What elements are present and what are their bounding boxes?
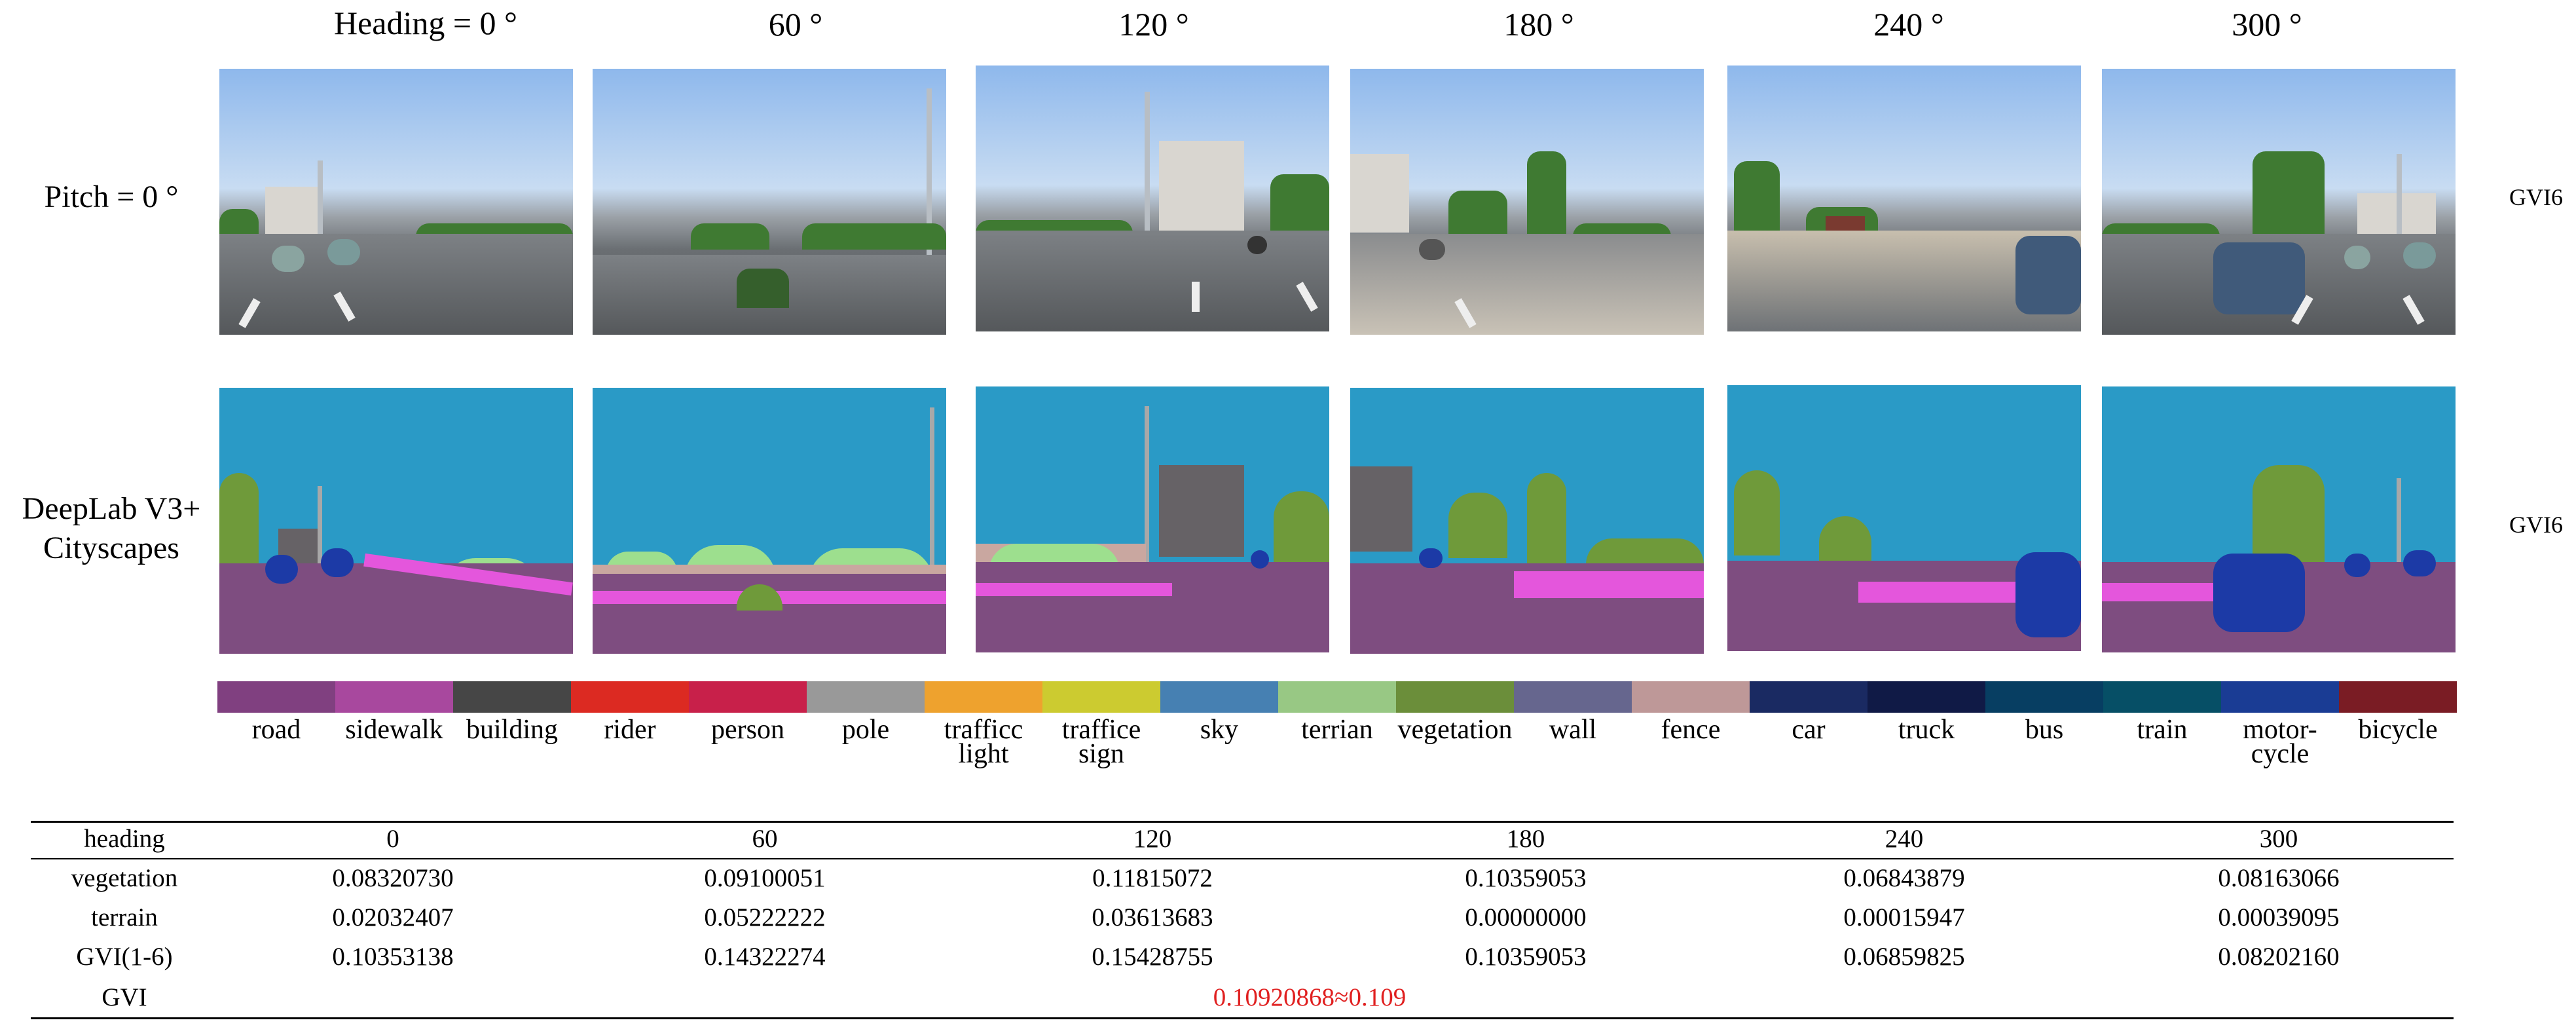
- table-cell: 0.06843879: [1843, 864, 1965, 892]
- table-cell: 0.00000000: [1465, 903, 1587, 932]
- legend-swatch-18: [2339, 681, 2457, 713]
- table-cell: 0.09100051: [704, 864, 826, 892]
- segmentation-60: [593, 388, 946, 654]
- heading-240: 240 °: [1873, 6, 1944, 43]
- gvi-value: 0.10920868≈0.109: [1213, 983, 1407, 1011]
- legend-label-6: trafficc: [944, 715, 1023, 745]
- table-cell: 0.05222222: [704, 903, 826, 932]
- street-view-photo-180: [1350, 69, 1704, 335]
- table-header-rule: [31, 858, 2454, 859]
- table-cell: 0.10353138: [332, 943, 454, 971]
- table-header-cell: 60: [752, 825, 778, 853]
- legend-swatch-0: [217, 681, 335, 713]
- segmentation-120: [976, 386, 1329, 652]
- legend-swatch-4: [689, 681, 807, 713]
- legend-label-14: truck: [1898, 715, 1955, 745]
- legend-swatch-10: [1396, 681, 1514, 713]
- legend-label-17: motor-: [2243, 715, 2317, 745]
- gvi6-label-photo: GVI6: [2509, 184, 2563, 210]
- legend-label-9: terrian: [1301, 715, 1373, 745]
- legend-label-1: sidewalk: [345, 715, 443, 745]
- legend-swatch-8: [1160, 681, 1278, 713]
- legend-label-line2-6: light: [958, 739, 1009, 769]
- table-cell: 0.10359053: [1465, 943, 1587, 971]
- table-cell: 0.03613683: [1092, 903, 1213, 932]
- legend-label-12: fence: [1661, 715, 1721, 745]
- legend-label-5: pole: [841, 715, 890, 745]
- legend-label-10: vegetation: [1397, 715, 1513, 745]
- segmentation-0: [219, 388, 573, 654]
- heading-300: 300 °: [2232, 6, 2302, 43]
- legend-label-3: rider: [604, 715, 656, 745]
- table-cell: 0.08320730: [332, 864, 454, 892]
- table-header-cell: 300: [2259, 825, 2298, 853]
- table-row-label: terrain: [91, 903, 158, 932]
- table-cell: 0.14322274: [704, 943, 826, 971]
- legend-swatch-1: [335, 681, 453, 713]
- table-cell: 0.00039095: [2218, 903, 2340, 932]
- segmentation-240: [1727, 385, 2081, 651]
- table-bottom-rule: [31, 1017, 2454, 1019]
- model-label-line2: Cityscapes: [43, 531, 179, 565]
- street-view-photo-60: [593, 69, 946, 335]
- table-header-cell: 120: [1133, 825, 1172, 853]
- table-cell: 0.06859825: [1843, 943, 1965, 971]
- heading-120: 120 °: [1118, 6, 1189, 43]
- legend-label-7: traffice: [1061, 715, 1141, 745]
- legend-label-15: bus: [2025, 715, 2064, 745]
- table-cell: 0.08163066: [2218, 864, 2340, 892]
- legend-swatch-2: [453, 681, 571, 713]
- legend-swatch-9: [1278, 681, 1396, 713]
- table-top-rule: [31, 821, 2454, 823]
- legend-swatch-14: [1868, 681, 1985, 713]
- table-header-cell: 0: [386, 825, 399, 853]
- table-header-label: heading: [84, 825, 165, 853]
- legend-label-16: train: [2137, 715, 2188, 745]
- table-cell: 0.02032407: [332, 903, 454, 932]
- model-label-line1: DeepLab V3+: [22, 491, 201, 526]
- gvi6-label-seg: GVI6: [2509, 512, 2563, 538]
- table-header-cell: 240: [1885, 825, 1924, 853]
- legend-swatch-15: [1985, 681, 2103, 713]
- legend-label-line2-7: sign: [1078, 739, 1124, 769]
- street-view-photo-0: [219, 69, 573, 335]
- class-legend: [217, 681, 2457, 713]
- legend-swatch-13: [1750, 681, 1868, 713]
- street-view-photo-240: [1727, 66, 2081, 331]
- segmentation-300: [2102, 386, 2456, 652]
- legend-label-2: building: [466, 715, 558, 745]
- heading-180: 180 °: [1503, 6, 1574, 43]
- gvi-label: GVI: [101, 983, 147, 1011]
- legend-swatch-7: [1042, 681, 1160, 713]
- legend-swatch-11: [1514, 681, 1632, 713]
- legend-swatch-3: [571, 681, 689, 713]
- legend-label-18: bicycle: [2358, 715, 2438, 745]
- table-cell: 0.00015947: [1843, 903, 1965, 932]
- table-cell: 0.11815072: [1092, 864, 1213, 892]
- heading-60: 60 °: [768, 6, 823, 43]
- segmentation-180: [1350, 388, 1704, 654]
- legend-label-4: person: [711, 715, 784, 745]
- legend-label-0: road: [251, 715, 301, 745]
- table-row-label: vegetation: [71, 864, 178, 892]
- table-cell: 0.15428755: [1092, 943, 1213, 971]
- legend-swatch-6: [925, 681, 1042, 713]
- legend-label-line2-17: cycle: [2251, 739, 2309, 769]
- table-row-label: GVI(1-6): [76, 943, 173, 971]
- legend-label-13: car: [1792, 715, 1826, 745]
- legend-label-8: sky: [1200, 715, 1239, 745]
- legend-label-11: wall: [1549, 715, 1597, 745]
- legend-swatch-16: [2103, 681, 2221, 713]
- heading-0: Heading = 0 °: [333, 5, 518, 41]
- table-header-cell: 180: [1506, 825, 1545, 853]
- legend-swatch-12: [1632, 681, 1750, 713]
- street-view-photo-300: [2102, 69, 2456, 335]
- table-cell: 0.08202160: [2218, 943, 2340, 971]
- pitch-label: Pitch = 0 °: [44, 179, 179, 214]
- legend-swatch-5: [807, 681, 925, 713]
- street-view-photo-120: [976, 66, 1329, 331]
- table-cell: 0.10359053: [1465, 864, 1587, 892]
- legend-swatch-17: [2221, 681, 2339, 713]
